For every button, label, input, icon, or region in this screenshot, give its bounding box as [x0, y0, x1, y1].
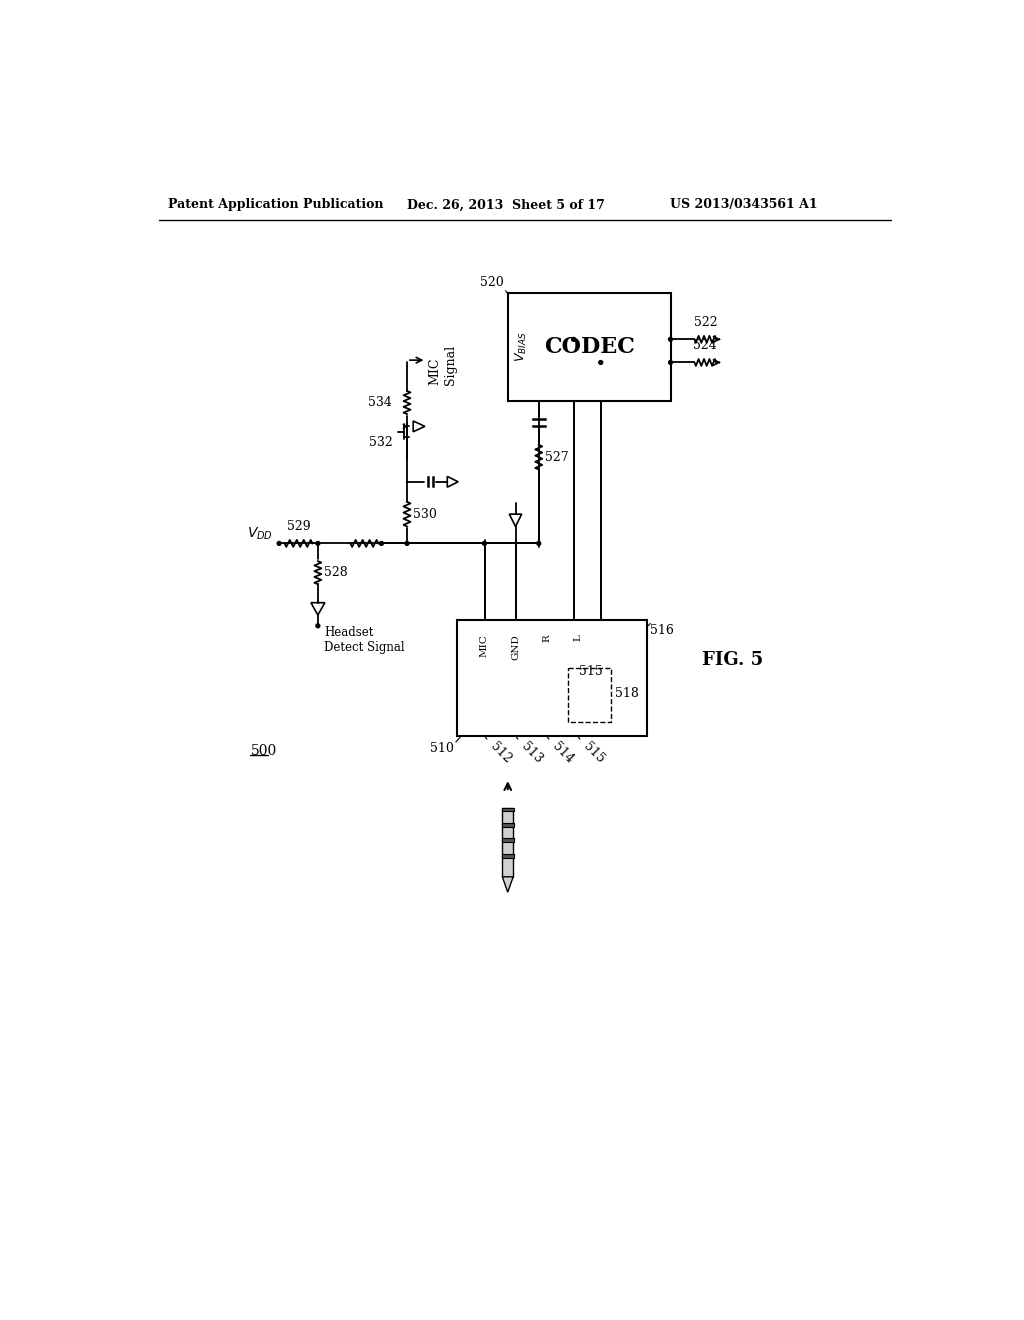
Text: 515: 515	[579, 665, 603, 678]
Text: 529: 529	[287, 520, 310, 533]
Text: US 2013/0343561 A1: US 2013/0343561 A1	[671, 198, 818, 211]
Circle shape	[380, 541, 383, 545]
Bar	[458, 620, 647, 737]
Text: 513: 513	[518, 739, 545, 766]
Polygon shape	[503, 876, 513, 892]
Bar	[502, 822, 514, 826]
Text: 532: 532	[370, 436, 393, 449]
Circle shape	[316, 541, 319, 545]
Text: FIG. 5: FIG. 5	[701, 651, 763, 669]
Circle shape	[316, 624, 319, 628]
Text: $\mathit{V}_{DD}$: $\mathit{V}_{DD}$	[247, 525, 273, 543]
Bar	[502, 808, 514, 812]
Text: MIC
Signal: MIC Signal	[429, 345, 457, 385]
Circle shape	[599, 360, 603, 364]
Circle shape	[537, 541, 541, 545]
Bar	[502, 838, 514, 842]
Circle shape	[278, 541, 281, 545]
Circle shape	[669, 338, 673, 342]
Text: 522: 522	[693, 315, 717, 329]
Text: 518: 518	[614, 686, 639, 700]
Circle shape	[571, 338, 575, 342]
Text: $\mathit{V}_{BIAS}$: $\mathit{V}_{BIAS}$	[514, 331, 529, 362]
Text: 516: 516	[650, 624, 674, 638]
Text: Patent Application Publication: Patent Application Publication	[168, 198, 384, 211]
Text: 514: 514	[550, 739, 575, 766]
Text: Headset
Detect Signal: Headset Detect Signal	[324, 626, 404, 653]
Text: R: R	[542, 635, 551, 642]
Text: 515: 515	[581, 739, 606, 766]
Text: 520: 520	[480, 276, 504, 289]
Text: CODEC: CODEC	[544, 337, 635, 358]
Text: 528: 528	[324, 566, 348, 579]
Text: 500: 500	[251, 743, 276, 758]
Text: Dec. 26, 2013  Sheet 5 of 17: Dec. 26, 2013 Sheet 5 of 17	[407, 198, 605, 211]
Text: 530: 530	[414, 508, 437, 520]
Text: MIC: MIC	[480, 635, 489, 657]
Text: 524: 524	[693, 339, 717, 351]
Text: 527: 527	[545, 450, 568, 463]
Circle shape	[482, 541, 486, 545]
Text: 510: 510	[430, 742, 454, 755]
Bar	[508, 293, 671, 401]
Text: 512: 512	[487, 739, 514, 766]
Text: L: L	[573, 635, 582, 642]
Text: GND: GND	[511, 635, 520, 660]
Circle shape	[669, 360, 673, 364]
Bar	[502, 854, 514, 858]
Bar	[503, 808, 513, 876]
Bar	[568, 668, 611, 722]
Text: 534: 534	[368, 396, 391, 409]
Circle shape	[406, 541, 409, 545]
